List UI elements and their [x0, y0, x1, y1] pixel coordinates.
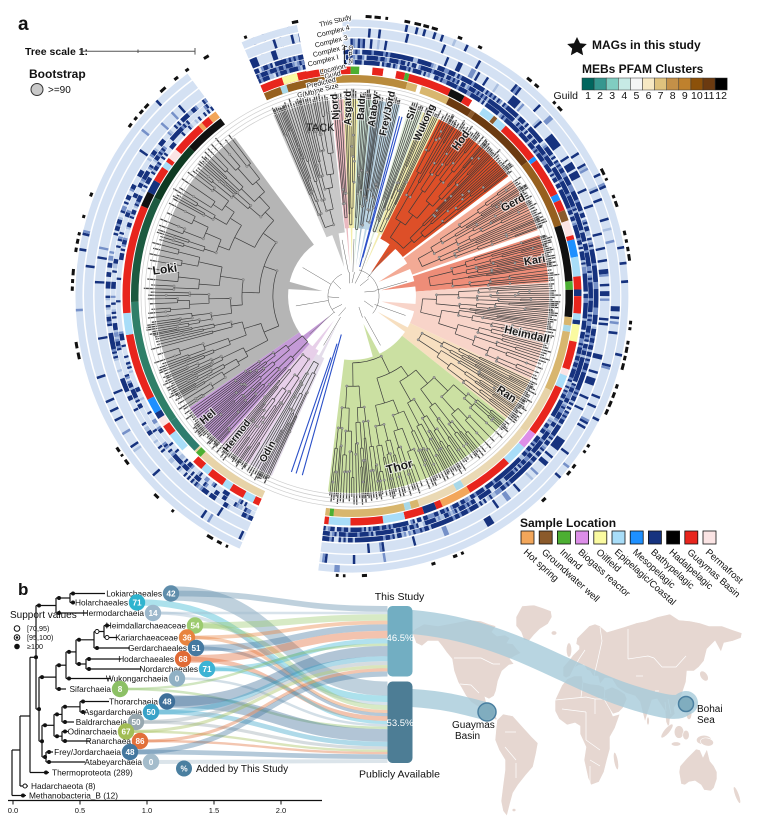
svg-text:Kari: Kari [523, 253, 546, 269]
svg-text:Asgardarchaeia: Asgardarchaeia [84, 707, 143, 717]
svg-text:50: 50 [146, 708, 156, 717]
svg-text:Kariarchaeaceae: Kariarchaeaceae [115, 632, 178, 642]
svg-text:9: 9 [682, 90, 688, 102]
svg-text:0.5: 0.5 [75, 806, 85, 815]
svg-text:Baldr: Baldr [356, 94, 369, 120]
svg-text:48: 48 [162, 697, 172, 706]
svg-text:Sif: Sif [405, 105, 420, 121]
svg-text:50: 50 [131, 718, 141, 727]
svg-text:36: 36 [182, 633, 192, 642]
svg-text:12: 12 [715, 90, 727, 102]
svg-text:[95,100): [95,100) [27, 633, 53, 642]
svg-text:Odinarchaeia: Odinarchaeia [68, 726, 118, 736]
svg-text:Gerdarchaeales: Gerdarchaeales [128, 643, 187, 653]
svg-text:Lokiarchaeales: Lokiarchaeales [106, 588, 162, 598]
svg-text:Asgard: Asgard [343, 91, 354, 125]
svg-text:8: 8 [118, 685, 123, 694]
svg-text:2.0: 2.0 [276, 806, 286, 815]
svg-text:MAGs in this study: MAGs in this study [592, 38, 701, 52]
svg-text:3: 3 [609, 90, 615, 102]
svg-text:1: 1 [585, 90, 591, 102]
svg-text:6: 6 [646, 90, 652, 102]
svg-text:71: 71 [202, 665, 212, 674]
svg-text:1.5: 1.5 [209, 806, 219, 815]
svg-text:5: 5 [633, 90, 639, 102]
svg-text:Hadarchaeota (8): Hadarchaeota (8) [31, 781, 96, 791]
svg-text:Nordarchaeales: Nordarchaeales [139, 664, 198, 674]
svg-text:Publicly Available: Publicly Available [359, 769, 440, 781]
svg-text:[70,95): [70,95) [27, 624, 49, 633]
svg-text:Basin: Basin [455, 731, 480, 742]
svg-text:>=90: >=90 [48, 85, 71, 96]
svg-text:Atabeyarchaeia: Atabeyarchaeia [84, 757, 142, 767]
svg-text:0.0: 0.0 [8, 806, 18, 815]
svg-text:1.0: 1.0 [142, 806, 152, 815]
svg-text:8: 8 [670, 90, 676, 102]
svg-text:46.5%: 46.5% [387, 633, 414, 644]
svg-text:Sample Location: Sample Location [520, 516, 616, 530]
svg-text:This Study: This Study [375, 591, 425, 603]
svg-text:10: 10 [691, 90, 703, 102]
svg-text:Bohai: Bohai [697, 704, 723, 715]
svg-text:68: 68 [178, 655, 188, 664]
svg-text:Guild: Guild [553, 90, 578, 102]
svg-text:Added by This Study: Added by This Study [196, 764, 288, 775]
svg-text:≥100: ≥100 [27, 642, 43, 651]
svg-text:42: 42 [166, 589, 176, 598]
svg-text:Holarchaeales: Holarchaeales [75, 597, 128, 607]
svg-text:Sifarchaeia: Sifarchaeia [69, 684, 111, 694]
svg-text:b: b [18, 580, 28, 599]
svg-text:4: 4 [621, 90, 627, 102]
svg-text:Ranarchaea: Ranarchaea [86, 736, 132, 746]
svg-text:Baldrarchaeia: Baldrarchaeia [76, 717, 128, 727]
svg-text:Loki: Loki [152, 260, 178, 277]
svg-text:Frey/Jordarchaeia: Frey/Jordarchaeia [54, 747, 121, 757]
svg-text:P: P [349, 53, 353, 59]
svg-text:TACK: TACK [306, 122, 335, 134]
svg-text:Wukongarchaeia: Wukongarchaeia [106, 673, 168, 683]
svg-text:2: 2 [597, 90, 603, 102]
svg-text:MEBs PFAM Clusters: MEBs PFAM Clusters [582, 62, 704, 76]
svg-text:Njord: Njord [329, 93, 342, 120]
svg-text:Hodarchaeales: Hodarchaeales [118, 654, 174, 664]
svg-text:%: % [180, 765, 187, 774]
svg-text:Bootstrap: Bootstrap [29, 67, 86, 81]
svg-text:67: 67 [121, 727, 131, 736]
svg-text:0: 0 [149, 758, 154, 767]
svg-text:Methanobacteria_B (12): Methanobacteria_B (12) [29, 790, 118, 800]
svg-text:51: 51 [191, 644, 201, 653]
svg-text:Heimdallarchaeaceae: Heimdallarchaeaceae [106, 620, 187, 630]
svg-text:48: 48 [125, 748, 135, 757]
svg-text:86: 86 [135, 737, 145, 746]
svg-text:Thorarchaeia: Thorarchaeia [109, 696, 158, 706]
svg-text:N: N [349, 59, 353, 65]
svg-text:Support values: Support values [10, 610, 77, 621]
svg-text:71: 71 [132, 598, 142, 607]
svg-text:Guaymas: Guaymas [452, 720, 495, 731]
svg-text:0: 0 [175, 674, 180, 683]
svg-text:Hermodarchaeia: Hermodarchaeia [83, 608, 145, 618]
svg-text:54: 54 [190, 621, 200, 630]
svg-text:11: 11 [704, 90, 715, 102]
svg-text:Thermoproteota (289): Thermoproteota (289) [52, 767, 133, 777]
svg-text:a: a [18, 14, 29, 35]
svg-text:Sea: Sea [697, 715, 715, 726]
svg-text:Q: Q [349, 46, 354, 52]
svg-text:7: 7 [658, 90, 664, 102]
svg-text:14: 14 [148, 609, 158, 618]
svg-text:Tree scale 1:: Tree scale 1: [25, 46, 88, 58]
svg-text:53.5%: 53.5% [387, 718, 414, 729]
